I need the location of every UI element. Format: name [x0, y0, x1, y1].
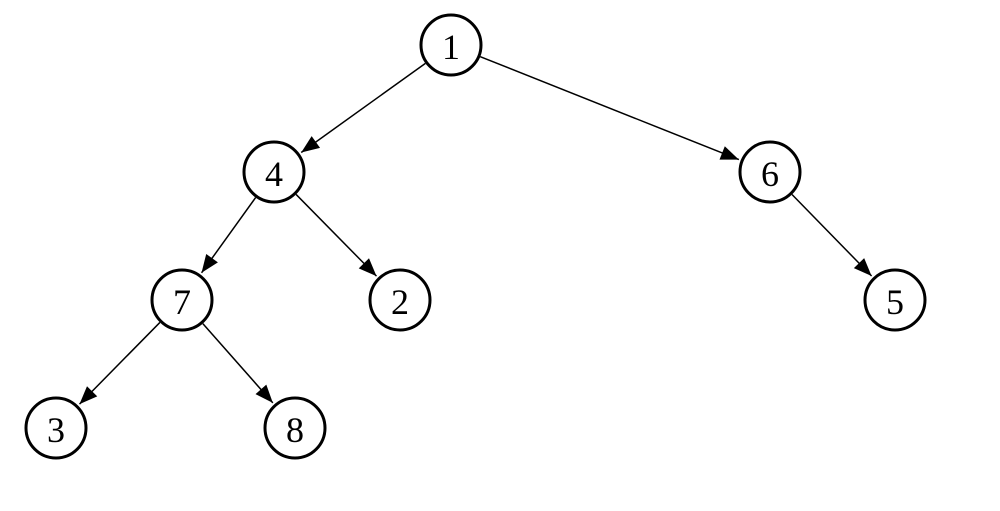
node-label-n8: 8: [286, 410, 304, 450]
node-label-n7: 7: [173, 282, 191, 322]
edge-n6-n5: [792, 195, 872, 276]
edge-n1-n6: [480, 57, 739, 160]
node-label-n6: 6: [761, 154, 779, 194]
node-label-n2: 2: [391, 282, 409, 322]
node-n5: 5: [865, 270, 925, 330]
edge-n7-n3: [80, 322, 160, 404]
nodes-layer: 1 4 6 7 2 5 3 8: [26, 15, 925, 458]
edge-n1-n4: [301, 63, 425, 152]
node-n1: 1: [421, 15, 481, 75]
node-n4: 4: [244, 142, 304, 202]
node-n2: 2: [370, 270, 430, 330]
node-label-n4: 4: [265, 154, 283, 194]
edge-n4-n2: [296, 194, 376, 276]
tree-diagram: 1 4 6 7 2 5 3 8: [0, 0, 1000, 511]
edge-n7-n8: [203, 324, 273, 403]
node-label-n1: 1: [442, 27, 460, 67]
node-label-n5: 5: [886, 282, 904, 322]
edges-layer: [80, 57, 872, 404]
node-n6: 6: [740, 142, 800, 202]
node-n3: 3: [26, 398, 86, 458]
edge-n4-n7: [202, 198, 256, 273]
node-n7: 7: [152, 270, 212, 330]
node-n8: 8: [265, 398, 325, 458]
node-label-n3: 3: [47, 410, 65, 450]
